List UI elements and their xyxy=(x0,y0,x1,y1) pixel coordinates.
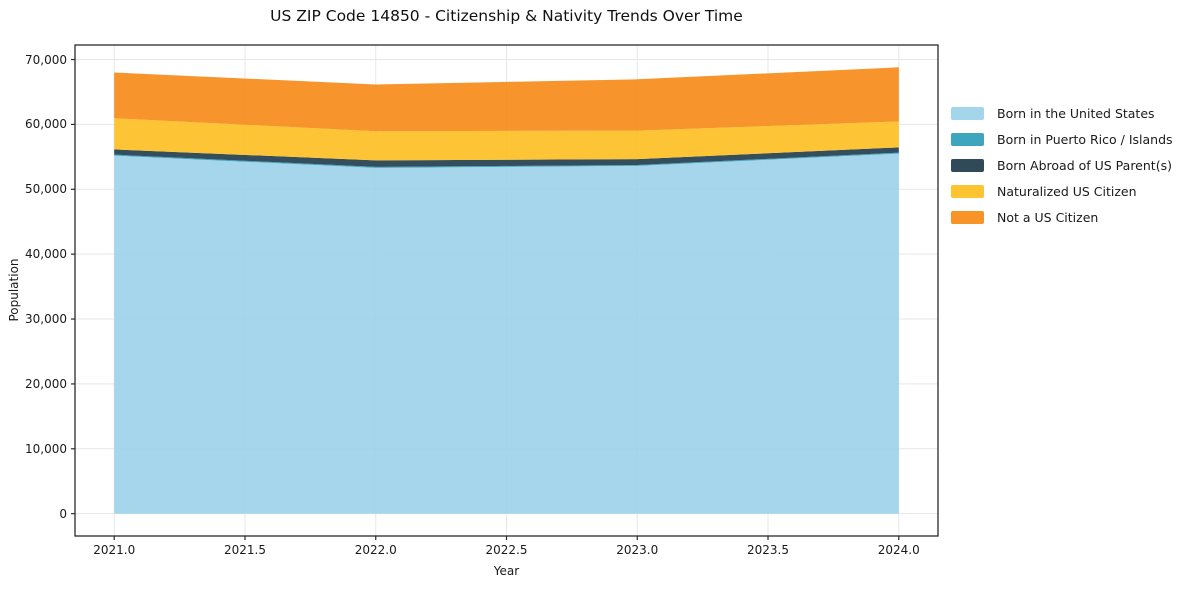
legend-item: Born Abroad of US Parent(s) xyxy=(951,152,1173,178)
legend-label: Not a US Citizen xyxy=(997,209,1099,225)
y-tick-label: 60,000 xyxy=(25,117,67,132)
x-tick-label: 2022.0 xyxy=(354,543,397,557)
legend-item: Naturalized US Citizen xyxy=(951,178,1173,204)
area-series-0 xyxy=(114,153,899,514)
legend-label: Born in the United States xyxy=(997,105,1155,121)
legend-item: Not a US Citizen xyxy=(951,204,1173,230)
legend-swatch-icon xyxy=(951,210,984,224)
x-tick-label: 2023.0 xyxy=(616,543,659,557)
area-series-2 xyxy=(114,147,899,167)
legend-swatch-icon xyxy=(951,158,984,172)
chart-title: US ZIP Code 14850 - Citizenship & Nativi… xyxy=(270,7,743,25)
y-tick-label: 50,000 xyxy=(25,182,67,197)
x-tick-label: 2024.0 xyxy=(877,543,920,557)
x-tick-label: 2022.5 xyxy=(485,543,528,557)
legend-item: Born in the United States xyxy=(951,100,1173,126)
area-series-3 xyxy=(114,118,899,161)
y-tick-label: 30,000 xyxy=(25,312,67,327)
legend-item: Born in Puerto Rico / Islands xyxy=(951,126,1173,152)
legend-label: Born in Puerto Rico / Islands xyxy=(997,131,1173,147)
x-tick-label: 2021.5 xyxy=(223,543,266,557)
legend-label: Naturalized US Citizen xyxy=(997,183,1137,199)
y-axis-label: Population xyxy=(7,258,21,322)
area-series-1 xyxy=(114,152,899,168)
y-tick-label: 10,000 xyxy=(25,441,67,456)
y-tick-label: 70,000 xyxy=(25,52,67,67)
x-tick-label: 2021.0 xyxy=(93,543,136,557)
y-tick-label: 0 xyxy=(59,506,67,521)
legend-label: Born Abroad of US Parent(s) xyxy=(997,157,1172,173)
y-tick-label: 40,000 xyxy=(25,247,67,262)
legend-swatch-icon xyxy=(951,184,984,198)
x-tick-label: 2023.5 xyxy=(747,543,789,557)
legend-swatch-icon xyxy=(951,106,984,120)
area-series-4 xyxy=(114,67,899,132)
x-axis-label: Year xyxy=(493,564,520,578)
y-tick-label: 20,000 xyxy=(25,376,67,391)
legend-swatch-icon xyxy=(951,132,984,146)
legend: Born in the United States Born in Puerto … xyxy=(951,100,1173,230)
